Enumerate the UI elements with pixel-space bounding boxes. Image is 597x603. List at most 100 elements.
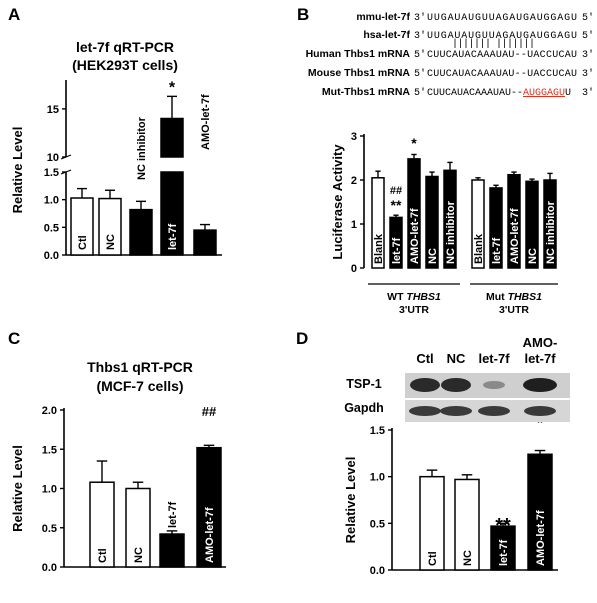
- category-label: NC inhibitor: [136, 116, 148, 180]
- sequence: UUGAUAUGUUAGAUGAUGGAGU: [427, 13, 577, 24]
- significance-marker: ##: [390, 185, 402, 197]
- sequence: CUUCAUACAAAUAU--UACCUCAU: [427, 50, 577, 61]
- group-label-line2: 3'UTR: [499, 304, 529, 316]
- panel-letter-d: D: [296, 329, 308, 348]
- category-label: NC: [427, 248, 439, 264]
- y-tick-label: 1: [351, 219, 357, 231]
- y-tick-label: 1.0: [370, 472, 385, 484]
- blot-band-gapdh: [478, 406, 510, 416]
- blot-row-label: Gapdh: [344, 401, 384, 415]
- pairing-bars: ||||||| |||||||: [452, 38, 535, 50]
- category-label: Ctl: [427, 551, 439, 566]
- bar-upper: [160, 117, 184, 158]
- category-label: AMO-let-7f: [200, 94, 212, 150]
- sequence: UUGAUAUGUUAGAUGAUGGAGU: [427, 31, 577, 42]
- category-label: let-7f: [391, 237, 403, 264]
- y-tick-label: 1.5: [44, 167, 59, 179]
- blot-band-tsp1: [483, 381, 505, 389]
- y-axis-label: Relative Level: [10, 127, 25, 214]
- bar: [89, 481, 115, 568]
- y-axis-label: Relative Level: [10, 445, 25, 532]
- panel-d-chart: 0.0 0.5 1.0 1.5 Relative Level Ctl NC let-7f AMO…: [343, 415, 558, 577]
- category-label: AMO-let-7f: [204, 507, 216, 563]
- sequence-end-3: 3': [582, 68, 594, 80]
- significance-marker: *: [169, 79, 176, 96]
- sequence: CUUCAUACAAAUAU--UACCUCAU: [427, 69, 577, 80]
- panel-a-title: let-7f qRT-PCR: [76, 39, 174, 55]
- y-axis-label: Relative Level: [343, 457, 358, 544]
- category-label: NC: [462, 550, 474, 566]
- y-tick-label: 1.5: [42, 444, 57, 456]
- blot-band-gapdh: [440, 406, 472, 416]
- significance-marker: *: [537, 415, 544, 432]
- blot-header: NC: [447, 351, 466, 366]
- y-tick-label: 1.5: [370, 425, 385, 437]
- significance-marker: **: [391, 197, 402, 213]
- sequence-mut: CUUCAUACAAAUAU--AUGGAGUU: [427, 88, 571, 99]
- blot-band-tsp1: [410, 378, 440, 392]
- significance-marker: *: [411, 135, 417, 151]
- category-label: NC: [105, 234, 117, 250]
- group-label-line2: 3'UTR: [399, 304, 429, 316]
- panel-c-chart: 0.0 0.5 1.0 1.5 2.0 Relative Level Ctl NC let-7f…: [10, 404, 226, 574]
- category-label: NC: [527, 248, 539, 264]
- sequence-label: Mouse Thbs1 mRNA: [308, 67, 411, 79]
- category-label: let-7f: [498, 539, 510, 566]
- blot-band-tsp1: [441, 378, 471, 392]
- sequence-label: mmu-let-7f: [356, 11, 410, 23]
- y-tick-label: 15: [47, 104, 59, 116]
- y-tick-label: 2.0: [42, 405, 57, 417]
- sequence-end-5: 3': [414, 30, 426, 42]
- bar-lower: [160, 171, 184, 256]
- category-label: Blank: [373, 233, 385, 264]
- panel-b-chart: 0 1 2 3 Luciferase Activity Blank let-7f AMO-le…: [330, 131, 558, 316]
- bar: [527, 453, 553, 571]
- bar: [193, 229, 217, 256]
- blot-band-gapdh: [524, 406, 556, 416]
- bar: [129, 208, 153, 256]
- sequence-end-5: 5': [414, 68, 426, 80]
- sequence-label: hsa-let-7f: [363, 29, 410, 41]
- bar: [196, 446, 222, 568]
- y-tick-label: 10: [47, 152, 59, 164]
- y-tick-label: 1.0: [44, 195, 59, 207]
- category-label: Ctl: [97, 548, 109, 563]
- y-tick-label: 1.0: [42, 484, 57, 496]
- category-label: let-7f: [167, 501, 179, 528]
- sequence-alignment: mmu-let-7f 3' UUGAUAUGUUAGAUGAUGGAGU 5'hsa-…: [306, 11, 594, 99]
- significance-marker: **: [164, 538, 180, 560]
- blot-header: let-7f: [524, 351, 556, 366]
- y-tick-label: 0: [351, 263, 357, 275]
- category-label: NC: [133, 547, 145, 563]
- category-label: Ctl: [77, 235, 89, 250]
- panel-letter-a: A: [8, 5, 20, 24]
- panel-c-title: Thbs1 qRT-PCR: [87, 359, 193, 375]
- category-label: AMO-let-7f: [509, 208, 521, 264]
- panel-a-chart: 0.0 0.5 1.0 1.5 10 15 Relative Level * Ctl NC NC i…: [10, 79, 222, 262]
- sequence-end-3: 3': [582, 87, 594, 99]
- sequence-label: Mut-Thbs1 mRNA: [322, 86, 410, 98]
- significance-marker: ##: [202, 404, 217, 419]
- blot-header: Ctl: [416, 351, 433, 366]
- sequence-end-5: 5': [414, 87, 426, 99]
- significance-marker: **: [495, 515, 511, 537]
- y-tick-label: 0.5: [44, 222, 59, 234]
- category-label: NC inhibitor: [545, 200, 557, 264]
- category-label: let-7f: [491, 237, 503, 264]
- blot-header: AMO-: [523, 335, 558, 350]
- y-tick-label: 0.0: [42, 562, 57, 574]
- y-tick-label: 0.5: [370, 518, 385, 530]
- sequence-end-5: 5': [414, 49, 426, 61]
- sequence-label: Human Thbs1 mRNA: [306, 48, 411, 60]
- y-tick-label: 0.0: [44, 250, 59, 262]
- group-label: WT THBS1: [387, 291, 441, 303]
- sequence-end-3: 3': [582, 49, 594, 61]
- category-label: AMO-let-7f: [409, 208, 421, 264]
- blot-band-gapdh: [409, 406, 441, 416]
- blot-header: let-7f: [478, 351, 510, 366]
- sequence-end-5: 3': [414, 12, 426, 24]
- blot-band-tsp1: [523, 378, 557, 392]
- group-label: Mut THBS1: [486, 291, 542, 303]
- y-axis-label: Luciferase Activity: [330, 144, 345, 260]
